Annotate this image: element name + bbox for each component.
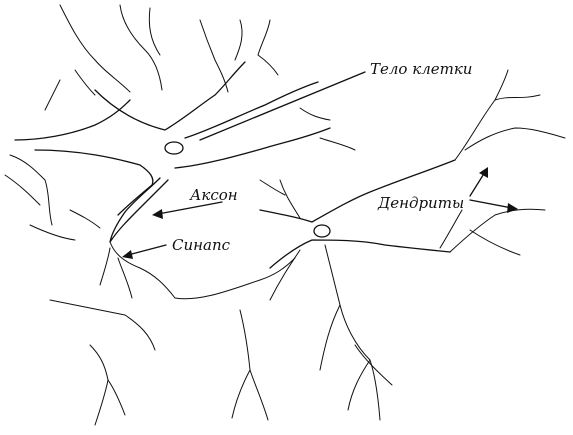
synapse-label: Синапс [172, 236, 231, 254]
neuron-1-dendrite-left-2 [4, 174, 41, 206]
axon-label: Аксон [190, 186, 238, 204]
lower-fiber-3 [107, 379, 126, 416]
neuron-2-dendrite-right-5 [469, 229, 521, 256]
neuron-1-dendrite-lower-1 [69, 209, 101, 229]
lower-fiber-5 [231, 369, 251, 419]
lower-fiber-2 [89, 344, 109, 426]
neuron-2-incoming-fiber [174, 257, 296, 300]
lower-fiber-1 [49, 299, 156, 351]
neuron-2-soma-lower [269, 239, 451, 269]
neuron-2 [174, 69, 566, 421]
neuron-2-dendrite-down-5 [269, 249, 301, 301]
cell-body-label: Тело клетки [370, 60, 473, 78]
synapse-terminal-3 [117, 257, 133, 299]
neuron-2-dendrite-right-4 [439, 209, 463, 249]
lower-left-fibers [49, 299, 269, 426]
axon-arrow-line [157, 201, 223, 215]
neuron-1-dendrite-top-4 [199, 19, 229, 93]
neuron-2-soma-upper [259, 159, 456, 223]
cell-body-leader-line [199, 71, 366, 141]
neuron-1-dendrite-left-1 [9, 154, 53, 226]
neuron-1-nucleus [164, 141, 184, 155]
neuron-1-dendrite-top-6 [257, 19, 279, 76]
neuron-2-dendrite-up-2 [259, 179, 286, 196]
neuron-2-dendrite-right-6 [494, 69, 509, 101]
neuron-1-axon [109, 177, 169, 243]
neuron-1-soma-upper [94, 61, 246, 131]
neuron-2-dendrite-down-3 [354, 344, 393, 386]
neuron-2-dendrite-right-1 [454, 94, 541, 161]
axon-arrowhead [152, 209, 163, 219]
dendrites-arrow-line-1 [469, 171, 486, 197]
neuron-2-dendrite-right-3 [449, 208, 546, 253]
neuron-1-dendrite-top-3 [148, 7, 161, 56]
dendrites-arrowhead-1 [479, 167, 488, 178]
synapse-arrowhead [122, 250, 133, 259]
synapse-terminal-1 [109, 241, 176, 299]
neuron-1-dendrite-top-2 [119, 4, 163, 91]
neuron-1-soma-right-lower [174, 127, 331, 169]
lower-fiber-4 [239, 309, 269, 421]
neuron-1 [4, 4, 356, 243]
neuron-2-dendrite-down-1 [324, 244, 381, 421]
neuron-2-dendrite-up-1 [279, 179, 301, 219]
neuron-2-dendrite-down-2 [319, 304, 341, 371]
neuron-1-dendrite-right-1 [299, 107, 331, 121]
neuron-1-dendrite-top-5 [234, 19, 243, 61]
neuron-2-dendrite-right-2 [464, 127, 566, 151]
neuron-1-dendrite-top-1 [59, 4, 131, 93]
neuron-1-dendrite-lower-2 [29, 224, 76, 241]
dendrites-arrow-line-2 [469, 199, 513, 209]
neuron-1-soma-left-upper [14, 99, 131, 141]
neuron-1-dendrite-right-2 [319, 137, 356, 151]
synapse-terminal-2 [99, 247, 111, 286]
neuron-1-soma-right [184, 81, 319, 139]
neuron-2-nucleus [313, 224, 331, 238]
neuron-1-soma-lower [34, 149, 154, 216]
dendrites-arrowhead-2 [507, 203, 518, 213]
neuron-1-dendrite-left-3 [44, 79, 61, 111]
synapse-arrow-line [127, 244, 167, 256]
dendrites-label: Дендриты [378, 194, 465, 212]
synapse-terminals [99, 241, 176, 299]
neuron-2-dendrite-down-4 [347, 359, 371, 411]
neuron-1-dendrite-left-4 [74, 69, 96, 96]
